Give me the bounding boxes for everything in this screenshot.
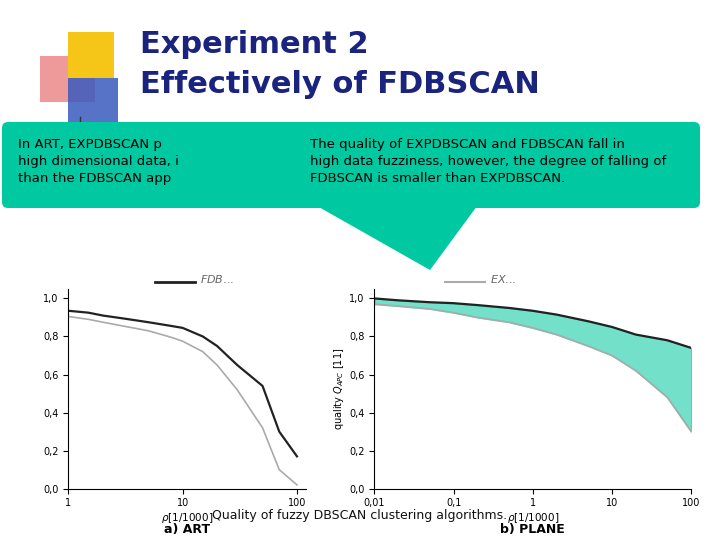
Text: a) ART: a) ART <box>164 523 210 536</box>
Text: The quality of EXPDBSCAN and FDBSCAN fall in
high data fuzziness, however, the d: The quality of EXPDBSCAN and FDBSCAN fal… <box>310 138 666 185</box>
FancyBboxPatch shape <box>68 32 114 78</box>
Text: $\it{FDB}$...: $\it{FDB}$... <box>200 273 234 285</box>
FancyBboxPatch shape <box>2 122 700 208</box>
Text: b) PLANE: b) PLANE <box>500 523 565 536</box>
FancyBboxPatch shape <box>40 56 95 102</box>
Text: $\it{EX}$...: $\it{EX}$... <box>490 273 516 285</box>
Y-axis label: quality $Q_{APC}$ [11]: quality $Q_{APC}$ [11] <box>333 348 346 430</box>
X-axis label: $\rho$[1/1000]: $\rho$[1/1000] <box>507 511 559 525</box>
Text: Quality of fuzzy DBSCAN clustering algorithms.: Quality of fuzzy DBSCAN clustering algor… <box>212 509 508 522</box>
Polygon shape <box>310 202 480 270</box>
X-axis label: $\rho$[1/1000]: $\rho$[1/1000] <box>161 511 213 525</box>
Text: Experiment 2: Experiment 2 <box>140 30 369 59</box>
FancyBboxPatch shape <box>68 78 118 122</box>
Text: In ART, EXPDBSCAN p
high dimensional data, i
than the FDBSCAN app: In ART, EXPDBSCAN p high dimensional dat… <box>18 138 179 185</box>
Text: Effectively of FDBSCAN: Effectively of FDBSCAN <box>140 70 540 99</box>
